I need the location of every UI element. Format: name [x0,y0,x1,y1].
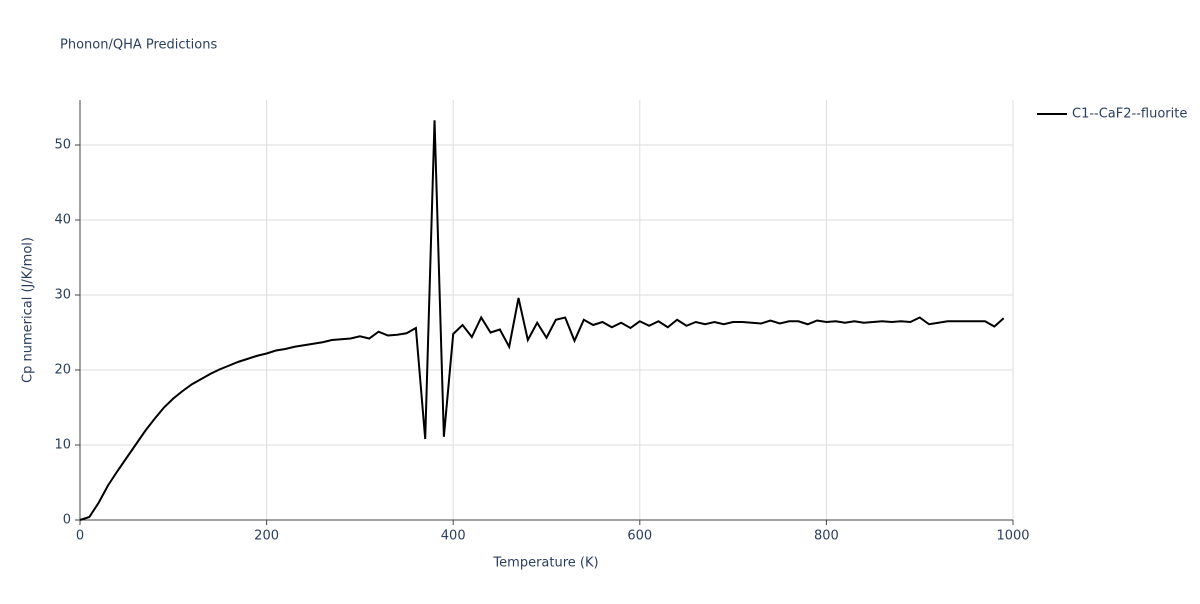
y-tick-label: 20 [54,363,71,378]
y-tick-label: 0 [63,513,71,528]
y-tick-label: 10 [54,438,71,453]
y-tick-label: 40 [54,213,71,228]
y-tick-label: 50 [54,138,71,153]
data-line [79,120,1005,521]
x-axis-label: Temperature (K) [492,556,598,571]
x-tick-label: 0 [76,529,84,544]
y-tick-label: 30 [54,288,71,303]
x-tick-label: 800 [814,529,839,544]
chart-title: Phonon/QHA Predictions [60,38,217,53]
x-tick-label: 400 [441,529,466,544]
x-tick-label: 1000 [996,529,1029,544]
x-tick-label: 600 [627,529,652,544]
legend-label: C1--CaF2--fluorite [1072,107,1187,122]
y-axis-label: Cp numerical (J/K/mol) [21,237,36,383]
x-tick-label: 200 [254,529,279,544]
